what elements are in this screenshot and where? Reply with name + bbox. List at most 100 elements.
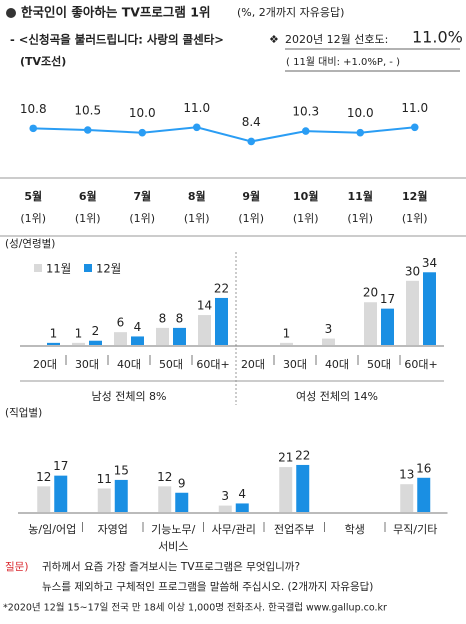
bar [279, 467, 293, 512]
category-label: 50대 [159, 358, 183, 371]
category-label: 30대 [75, 358, 99, 371]
category-label: 전업주부 [274, 523, 314, 536]
category-label: 20대 [241, 358, 265, 371]
value-label: 13 [399, 468, 414, 482]
value-label: 14 [197, 299, 212, 313]
month-label: 9월 [242, 189, 260, 203]
rank-label: (1위) [129, 212, 155, 225]
group-label: 남성 전체의 8% [91, 390, 166, 403]
value-label: 10.5 [74, 104, 101, 118]
value-label: 17 [53, 459, 68, 473]
bar [198, 315, 211, 345]
point [138, 128, 147, 137]
point [247, 137, 256, 146]
bar [114, 332, 127, 345]
value-label: 17 [380, 292, 395, 306]
group-label: 여성 전체의 14% [296, 390, 378, 403]
rank-label: (1위) [402, 212, 428, 225]
value-label: 4 [134, 320, 142, 334]
month-label: 12월 [402, 189, 427, 203]
bar [175, 492, 189, 512]
value-label: 16 [416, 461, 431, 475]
bar [296, 464, 310, 512]
category-label: 농/임/어업 [28, 523, 76, 536]
bar [322, 338, 335, 345]
value-label: 8.4 [242, 115, 261, 129]
bar [218, 505, 232, 512]
bar [37, 486, 51, 512]
value-label: 8 [159, 311, 167, 325]
bar [215, 297, 228, 345]
bar [173, 327, 186, 345]
value-label: 3 [325, 322, 333, 336]
title: 한국인이 좋아하는 TV프로그램 1위 [21, 5, 210, 20]
point [83, 126, 92, 134]
bar [235, 503, 249, 512]
value-label: 11.0 [183, 101, 210, 115]
bullet [6, 8, 16, 18]
category-label: 20대 [33, 358, 57, 371]
rating-label: 2020년 12월 선호도: [285, 33, 388, 46]
bar [131, 336, 144, 345]
value-label: 1 [50, 326, 58, 340]
category-label: 40대 [325, 358, 349, 371]
bar [72, 342, 85, 345]
trend-line [33, 126, 415, 143]
value-label: 8 [176, 311, 184, 325]
value-label: 1 [75, 326, 83, 340]
bar [423, 272, 436, 345]
category-label: 30대 [283, 358, 307, 371]
rank-label: (1위) [293, 212, 319, 225]
program: - <신청곡을 불러드립니다: 사랑의 콜센타> [10, 33, 224, 47]
rank-label: (1위) [347, 212, 373, 225]
value-label: 2 [92, 324, 100, 338]
bar [280, 342, 293, 345]
legend-label: 11월 [46, 262, 71, 276]
bar [364, 302, 377, 345]
note: *2020년 12월 15~17일 전국 만 18세 이상 1,000명 전화조… [3, 602, 387, 614]
category-label: 학생 [345, 523, 365, 536]
category-label: 자영업 [98, 523, 128, 536]
section-title: (성/연령별) [5, 238, 55, 250]
value-label: 10.3 [292, 105, 319, 119]
value-label: 20 [363, 286, 378, 300]
month-label: 6월 [79, 189, 97, 203]
value-label: 6 [117, 316, 125, 330]
category-label: 60대+ [404, 358, 437, 371]
category-label: 무직/기타 [393, 523, 437, 536]
rank-label: (1위) [75, 212, 101, 225]
bar [381, 308, 394, 345]
value-label: 11.0 [401, 101, 428, 115]
value-label: 10.8 [20, 102, 47, 116]
value-label: 12 [36, 470, 51, 484]
month-label: 10월 [293, 189, 318, 203]
legend-label: 12월 [96, 262, 121, 276]
category-label: 50대 [367, 358, 391, 371]
question: 뉴스를 제외하고 구체적인 프로그램을 말씀해 주십시오. (2개까지 자유응답… [42, 580, 373, 593]
bar [47, 342, 60, 345]
value-label: 21 [278, 451, 293, 465]
point [301, 127, 310, 135]
change: ( 11월 대비: +1.0%P, - ) [286, 56, 400, 68]
rank-label: (1위) [20, 212, 46, 225]
question-label: 질문) [5, 561, 28, 573]
legend-swatch [34, 264, 42, 272]
point [410, 123, 419, 132]
value-label: 22 [214, 281, 229, 295]
month-label: 8월 [188, 189, 206, 203]
legend-swatch [84, 264, 92, 272]
value-label: 10.0 [347, 106, 374, 120]
category-label: 60대+ [196, 358, 229, 371]
mark: ❖ [269, 33, 279, 46]
bar [417, 477, 431, 512]
bar [400, 484, 414, 512]
rank-label: (1위) [238, 212, 264, 225]
value-label: 9 [178, 476, 186, 490]
category-label: 기능노무/서비스 [151, 523, 195, 553]
bar [54, 475, 68, 512]
bar [406, 280, 419, 345]
value-label: 10.0 [129, 106, 156, 120]
bar [89, 340, 102, 345]
category-label: 40대 [117, 358, 141, 371]
channel: (TV조선) [20, 54, 66, 68]
